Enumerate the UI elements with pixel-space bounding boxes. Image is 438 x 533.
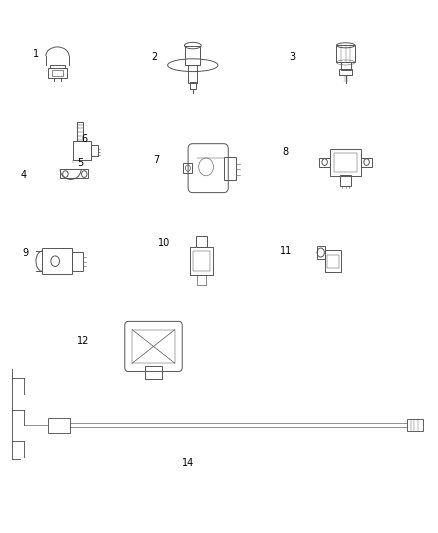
Bar [196,236,207,247]
Text: 6: 6 [81,134,88,144]
Bar [188,64,198,83]
Text: 8: 8 [283,147,289,157]
Bar [91,145,98,157]
Bar [50,65,65,68]
Bar [42,248,72,274]
Bar [336,45,355,62]
Bar [325,250,342,272]
Bar [319,158,330,167]
Bar [340,175,351,186]
Text: 11: 11 [280,246,293,255]
Bar [339,69,352,75]
Bar [185,45,200,64]
Text: 5: 5 [77,158,83,168]
Bar [48,418,70,433]
Bar [132,329,175,363]
Text: 14: 14 [182,458,194,468]
Bar [52,70,63,76]
Text: 2: 2 [151,52,158,61]
Text: 4: 4 [20,170,26,180]
Text: 10: 10 [158,238,170,247]
Bar [60,169,88,178]
Bar [73,141,91,160]
Text: 12: 12 [77,336,89,346]
Bar [77,122,83,141]
Bar [334,152,357,172]
Bar [48,68,67,78]
Bar [72,252,83,271]
Bar [407,419,424,431]
Bar [190,247,213,276]
Bar [198,276,206,286]
Bar [190,82,196,89]
Bar [224,157,237,180]
Bar [341,62,350,69]
Bar [193,251,210,271]
Bar [317,246,325,259]
Text: 1: 1 [33,49,39,59]
Text: 7: 7 [153,155,160,165]
Text: 9: 9 [22,248,28,258]
Bar [183,163,192,173]
Bar [327,255,339,268]
Bar [330,149,361,175]
Bar [361,158,372,167]
Text: 3: 3 [289,52,295,61]
Bar [145,366,162,379]
